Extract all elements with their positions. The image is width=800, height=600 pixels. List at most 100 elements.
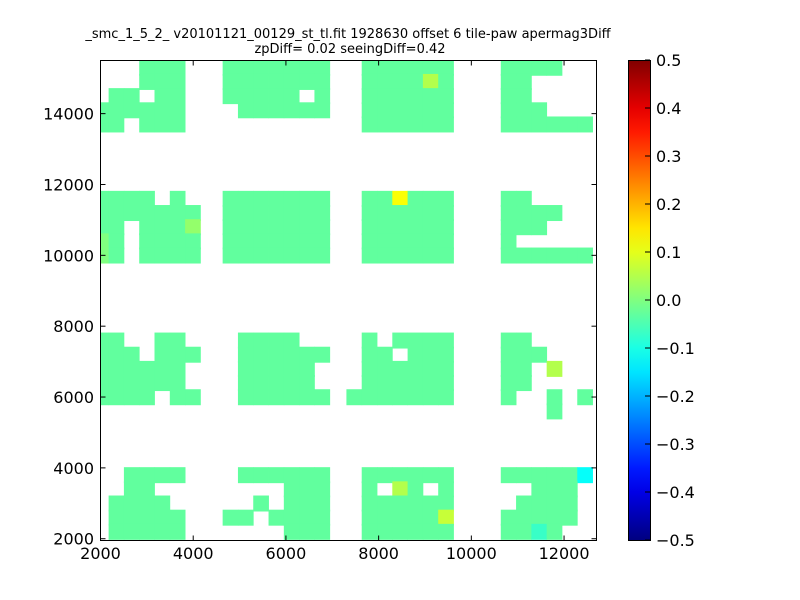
- heatmap-cell: [407, 88, 424, 105]
- heatmap-cell: [361, 190, 378, 207]
- heatmap-cell: [500, 332, 517, 349]
- heatmap-cell: [237, 219, 254, 236]
- heatmap-cell: [377, 102, 393, 119]
- heatmap-cell: [139, 360, 155, 377]
- heatmap-cell: [516, 247, 532, 264]
- heatmap-cell: [169, 346, 186, 363]
- heatmap-cell: [237, 360, 254, 377]
- heatmap-cell: [407, 73, 424, 90]
- heatmap-cell: [169, 205, 186, 222]
- heatmap-cell: [154, 346, 171, 363]
- heatmap-cell: [314, 523, 331, 540]
- heatmap-cell: [123, 375, 140, 392]
- heatmap-cell: [268, 389, 285, 406]
- heatmap-cell: [185, 389, 201, 406]
- heatmap-cell: [361, 509, 378, 526]
- heatmap-cell: [438, 389, 454, 406]
- heatmap-cell: [268, 375, 285, 392]
- heatmap-cell: [154, 375, 171, 392]
- colorbar-tick-label: −0.3: [656, 435, 695, 454]
- heatmap-cell: [123, 205, 140, 222]
- heatmap-cell: [516, 495, 532, 512]
- heatmap-cell: [438, 375, 454, 392]
- heatmap-cell: [268, 205, 285, 222]
- heatmap-cell: [392, 60, 409, 76]
- heatmap-cell: [577, 467, 593, 484]
- heatmap-cell: [123, 509, 140, 526]
- heatmap-cell: [422, 360, 439, 377]
- heatmap-cell: [422, 346, 439, 363]
- heatmap-cell: [392, 88, 409, 105]
- heatmap-cell: [516, 73, 532, 90]
- heatmap-cell: [299, 102, 315, 119]
- heatmap-cell: [377, 360, 393, 377]
- heatmap-cell: [283, 360, 300, 377]
- heatmap-cell: [169, 219, 186, 236]
- heatmap-cell: [253, 102, 269, 119]
- heatmap-cell: [500, 467, 517, 484]
- heatmap-cell: [139, 116, 155, 133]
- heatmap-cell: [253, 219, 269, 236]
- heatmap-cell: [268, 60, 285, 76]
- heatmap-cell: [283, 523, 300, 540]
- heatmap-cell: [139, 495, 155, 512]
- heatmap-cell: [377, 346, 393, 363]
- y-tick-label: 12000: [43, 175, 94, 194]
- heatmap-cell: [392, 219, 409, 236]
- heatmap-cell: [268, 332, 285, 349]
- x-tick-label: 8000: [358, 544, 399, 563]
- heatmap-cell: [154, 102, 171, 119]
- heatmap-cell: [222, 509, 239, 526]
- colorbar-tick-label: 0.0: [656, 291, 681, 310]
- heatmap-cell: [407, 523, 424, 540]
- heatmap-cell: [314, 73, 331, 90]
- heatmap-cell: [500, 360, 517, 377]
- heatmap-cell: [154, 116, 171, 133]
- heatmap-cell: [222, 205, 239, 222]
- y-tick-label: 6000: [53, 388, 94, 407]
- heatmap-cell: [237, 190, 254, 207]
- heatmap-cell: [237, 346, 254, 363]
- heatmap-cell: [185, 219, 201, 236]
- heatmap-cell: [531, 205, 548, 222]
- heatmap-cell: [407, 60, 424, 76]
- heatmap-cell: [169, 332, 186, 349]
- heatmap-cell: [100, 219, 110, 236]
- y-tick-label: 2000: [53, 530, 94, 549]
- y-tick-label: 8000: [53, 317, 94, 336]
- heatmap-cell: [154, 332, 171, 349]
- heatmap-cell: [407, 205, 424, 222]
- heatmap-cell: [546, 389, 563, 406]
- heatmap-cell: [299, 495, 315, 512]
- heatmap-cell: [154, 509, 171, 526]
- heatmap-cell: [237, 375, 254, 392]
- heatmap-cell: [438, 190, 454, 207]
- heatmap-cell: [253, 389, 269, 406]
- heatmap-cell: [500, 190, 517, 207]
- colorbar-tick-label: 0.3: [656, 147, 681, 166]
- heatmap-cell: [500, 73, 517, 90]
- heatmap-cell: [154, 495, 171, 512]
- heatmap-cell: [169, 523, 186, 540]
- heatmap-cell: [531, 509, 548, 526]
- heatmap-cell: [268, 233, 285, 250]
- heatmap-cell: [268, 219, 285, 236]
- heatmap-cell: [299, 346, 315, 363]
- heatmap-cell: [516, 509, 532, 526]
- heatmap-cell: [377, 219, 393, 236]
- heatmap-cell: [361, 116, 378, 133]
- heatmap-cell: [422, 247, 439, 264]
- heatmap-cell: [253, 88, 269, 105]
- heatmap-cell: [361, 389, 378, 406]
- heatmap-cell: [438, 509, 454, 526]
- heatmap-cell: [407, 375, 424, 392]
- heatmap-cell: [531, 60, 548, 76]
- heatmap-cell: [222, 88, 239, 105]
- heatmap-cell: [314, 233, 331, 250]
- colorbar-tick-label: 0.5: [656, 51, 681, 70]
- heatmap-cell: [169, 389, 186, 406]
- heatmap-cell: [100, 116, 110, 133]
- heatmap-cell: [123, 88, 140, 105]
- heatmap-cell: [169, 360, 186, 377]
- heatmap-cell: [139, 219, 155, 236]
